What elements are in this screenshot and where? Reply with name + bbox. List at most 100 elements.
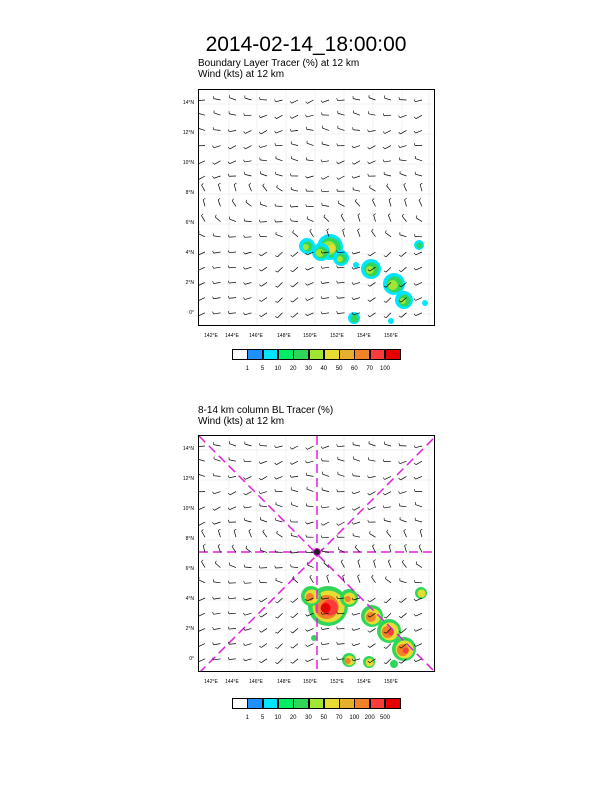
- wind-barb: [227, 491, 237, 496]
- lat-tick-label: 10°N: [182, 506, 194, 512]
- wind-barb: [352, 473, 361, 477]
- wind-barb: [351, 521, 361, 525]
- wind-barb: [354, 199, 361, 207]
- wind-barb: [259, 312, 268, 317]
- wind-barb: [367, 519, 376, 523]
- wind-barb: [413, 266, 423, 271]
- wind-barb: [227, 506, 237, 511]
- wind-barb: [336, 489, 345, 493]
- wind-barb: [357, 574, 361, 583]
- colorbar-label: 70: [366, 366, 374, 372]
- wind-barb: [320, 505, 330, 509]
- lat-tick-label: 14°N: [182, 446, 194, 452]
- wind-barb: [383, 597, 392, 604]
- wind-barb: [413, 658, 423, 663]
- wind-barb: [326, 574, 330, 583]
- wind-barb: [199, 521, 206, 526]
- colorbar-label: 30: [305, 715, 312, 721]
- tracer-contour: [417, 589, 426, 598]
- wind-barb: [218, 528, 221, 538]
- wind-barb: [320, 521, 330, 526]
- lon-tick-label: 152°E: [330, 333, 344, 339]
- wind-barb: [212, 642, 221, 646]
- wind-barb: [320, 99, 330, 103]
- wind-barb: [214, 214, 221, 222]
- wind-barb: [245, 545, 252, 553]
- wind-barb: [275, 312, 283, 318]
- wind-barb: [369, 185, 376, 192]
- tracer-contour: [344, 596, 351, 602]
- wind-barb: [306, 562, 314, 568]
- wind-barb: [290, 312, 299, 318]
- colorbar-swatch: [339, 349, 355, 360]
- wind-barb: [337, 456, 345, 462]
- wind-barb: [260, 517, 268, 523]
- wind-barb: [243, 459, 252, 463]
- wind-barb: [305, 188, 314, 192]
- wind-barb: [289, 474, 299, 478]
- wind-barb: [414, 143, 423, 146]
- wind-barb: [305, 503, 314, 508]
- wind-barb: [227, 611, 237, 615]
- wind-barb: [290, 266, 299, 273]
- wind-barb: [336, 657, 345, 660]
- wind-barb: [290, 643, 299, 649]
- wind-barb: [386, 183, 392, 192]
- wind-barb: [306, 216, 314, 222]
- colorbar-label: 500: [379, 715, 390, 721]
- wind-barb: [382, 459, 392, 463]
- wind-barb: [414, 580, 423, 584]
- wind-barb: [320, 296, 330, 300]
- wind-barb: [290, 487, 299, 492]
- wind-barb: [336, 160, 345, 164]
- wind-barb: [306, 140, 314, 146]
- wind-barb: [320, 627, 330, 630]
- wind-barb: [383, 266, 392, 273]
- wind-barb: [275, 282, 283, 288]
- wind-barb: [274, 445, 283, 449]
- wind-barb: [382, 505, 392, 509]
- wind-barb: [401, 213, 407, 222]
- tracer-contour: [388, 318, 394, 324]
- colorbar-swatch: [277, 698, 294, 709]
- wind-barb: [382, 491, 392, 496]
- wind-barb: [340, 559, 345, 568]
- wind-barb: [217, 198, 221, 207]
- wind-barb: [290, 628, 299, 634]
- wind-barb: [320, 657, 330, 661]
- wind-barb: [398, 643, 407, 649]
- wind-barb: [336, 611, 345, 615]
- wind-barb: [383, 312, 392, 318]
- wind-barb: [320, 189, 330, 193]
- lon-tick-label: 154°E: [357, 679, 371, 685]
- wind-barb: [243, 476, 252, 480]
- colorbar-label: 70: [335, 715, 343, 721]
- panel2-map: [198, 435, 435, 672]
- wind-barb: [367, 282, 376, 287]
- wind-barb: [383, 643, 392, 649]
- wind-barb: [229, 95, 237, 101]
- wind-barb: [290, 297, 299, 303]
- wind-barb: [290, 564, 299, 568]
- wind-barb: [262, 529, 268, 538]
- wind-barb: [274, 203, 283, 207]
- wind-barb: [199, 312, 206, 316]
- colorbar-label: 5: [260, 366, 265, 372]
- wind-barb: [342, 574, 346, 583]
- wind-barb: [199, 459, 206, 462]
- wind-barb: [292, 229, 299, 238]
- wind-barb: [398, 476, 407, 481]
- wind-barb: [351, 628, 361, 631]
- wind-barb: [259, 628, 268, 633]
- wind-barb: [199, 612, 206, 617]
- wind-barb: [383, 171, 392, 177]
- wind-barb: [258, 219, 268, 223]
- wind-barb: [305, 445, 314, 450]
- wind-barb: [385, 576, 392, 584]
- colorbar-swatch: [232, 698, 248, 709]
- wind-barb: [201, 559, 206, 568]
- colorbar-label: 100: [379, 366, 390, 372]
- wind-barb: [290, 218, 299, 222]
- wind-barb: [305, 266, 314, 271]
- wind-barb: [323, 214, 330, 222]
